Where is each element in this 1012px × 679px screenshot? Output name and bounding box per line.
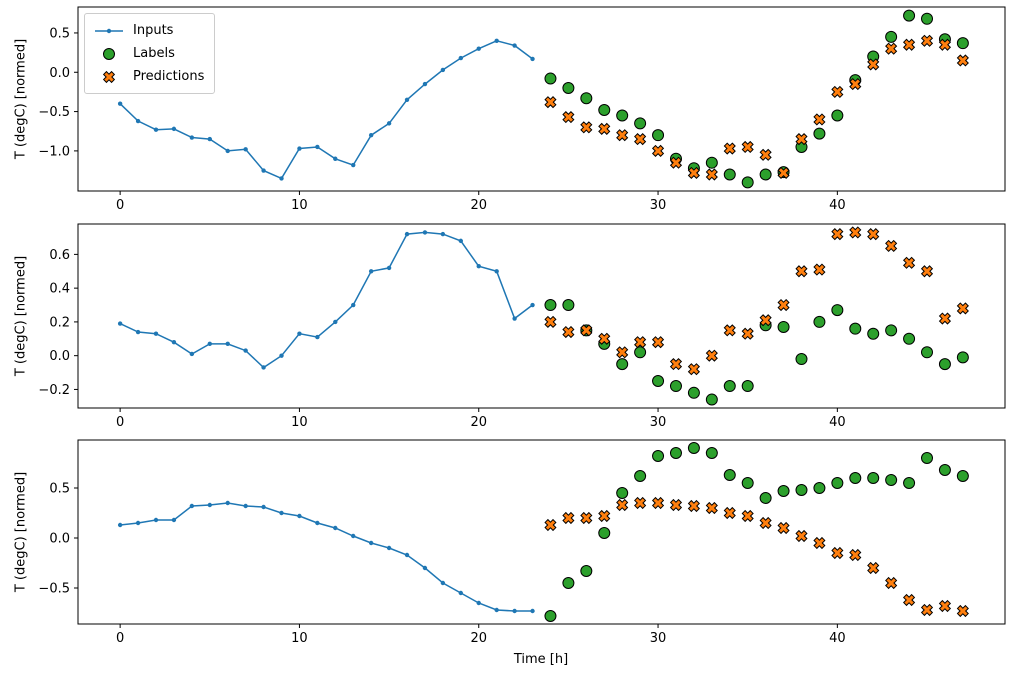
- y-tick-label: −0.2: [38, 383, 70, 398]
- x-tick-label: 0: [116, 415, 124, 430]
- legend-entry-inputs: Inputs: [93, 19, 204, 42]
- y-tick-label: 0.0: [49, 66, 70, 81]
- series-predictions: [544, 226, 969, 376]
- series-inputs: [117, 230, 535, 370]
- series-labels: [544, 299, 969, 406]
- series-inputs: [117, 500, 535, 614]
- x-tick-label: 30: [650, 631, 667, 646]
- y-axis-label-top: T (degC) [normed]: [13, 38, 29, 160]
- x-tick-label: 40: [829, 415, 846, 430]
- x-tick-label: 10: [291, 415, 308, 430]
- y-tick-label: 0.5: [49, 26, 70, 41]
- axes-frame: [77, 439, 1006, 625]
- y-tick-label: −0.5: [38, 105, 70, 120]
- y-tick-label: 0.5: [49, 482, 70, 497]
- x-tick-label: 20: [470, 631, 487, 646]
- x-tick-label: 30: [650, 198, 667, 213]
- series-labels: [544, 442, 969, 622]
- y-tick-label: 0.0: [49, 532, 70, 547]
- series-inputs: [117, 38, 535, 181]
- legend-labels-label: Labels: [133, 46, 175, 61]
- x-tick-label: 40: [829, 198, 846, 213]
- legend-entry-labels: Labels: [93, 42, 204, 65]
- y-tick-label: 0.2: [49, 315, 70, 330]
- subplot-2: 0 10 20 30 40 0.5 0.0 −0.5: [38, 439, 1006, 646]
- y-axis-label-middle: T (degC) [normed]: [13, 255, 29, 377]
- legend-inputs-marker: [95, 28, 123, 33]
- x-tick-label: 0: [116, 631, 124, 646]
- series-labels: [544, 9, 969, 189]
- subplot-0: 0 10 20 30 40 0.5 0.0 −0.5 −1.0: [38, 6, 1006, 213]
- x-tick-label: 10: [291, 631, 308, 646]
- series-predictions: [544, 34, 969, 181]
- axes-frame: [77, 223, 1006, 409]
- x-axis-label: Time [h]: [513, 652, 569, 667]
- axes-frame: [77, 6, 1006, 192]
- legend-predictions-label: Predictions: [133, 69, 205, 84]
- legend-predictions-marker: [102, 70, 116, 83]
- legend-labels-marker: [103, 47, 115, 60]
- x-tick-label: 20: [470, 198, 487, 213]
- y-tick-label: 0.4: [49, 282, 70, 297]
- subplot-1: 0 10 20 30 40 0.6 0.4 0.2 0.0 −0.2: [38, 223, 1006, 430]
- y-axis-label-bottom: T (degC) [normed]: [13, 471, 29, 593]
- y-tick-label: −0.5: [38, 582, 70, 597]
- series-predictions: [544, 496, 969, 618]
- y-tick-label: −1.0: [38, 144, 70, 159]
- y-tick-label: 0.0: [49, 349, 70, 364]
- legend: Inputs Labels Predictions: [84, 13, 216, 94]
- x-tick-label: 30: [650, 415, 667, 430]
- x-tick-label: 40: [829, 631, 846, 646]
- x-tick-label: 20: [470, 415, 487, 430]
- y-tick-label: 0.6: [49, 248, 70, 263]
- x-tick-label: 10: [291, 198, 308, 213]
- legend-entry-predictions: Predictions: [93, 65, 204, 88]
- x-tick-label: 0: [116, 198, 124, 213]
- legend-inputs-label: Inputs: [133, 23, 174, 38]
